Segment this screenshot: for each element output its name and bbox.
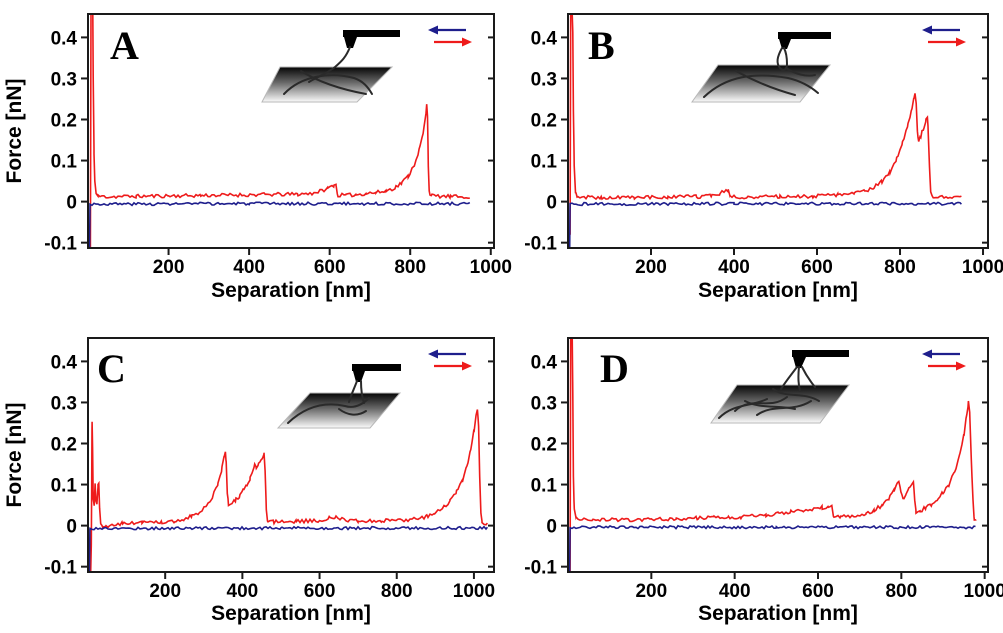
plot-frame — [87, 337, 495, 573]
x-tick-label: 200 — [149, 581, 181, 602]
y-axis-title-row1: Force [nN] — [3, 78, 26, 184]
plot-frame — [567, 13, 989, 249]
y-tick-label: 0 — [546, 193, 557, 214]
y-axis-title-row2: Force [nN] — [3, 402, 26, 508]
panel-C-group: 200 400 600 800 1000 -0.1 0 0.1 0.2 0.3 0.4 — [44, 337, 495, 602]
y-tick-label: 0.1 — [531, 476, 558, 497]
x-tick-label: 400 — [719, 581, 751, 602]
x-tick-label: 400 — [227, 581, 259, 602]
y-tick-label: -0.1 — [44, 234, 77, 255]
y-tick-label: -0.1 — [524, 558, 557, 579]
plot-area — [568, 14, 988, 248]
panel-B-group: 200 400 600 800 1000 -0.1 0 0.1 0.2 0.3 0.4 — [524, 13, 1003, 278]
retract-curve — [89, 14, 470, 248]
y-tick-label: 0.4 — [531, 352, 558, 373]
x-tick-label: 200 — [635, 581, 667, 602]
x-tick-label: 600 — [802, 581, 834, 602]
y-tick-label: 0.4 — [51, 352, 78, 373]
y-tick-label: 0 — [66, 193, 77, 214]
retract-curve — [569, 338, 977, 572]
afm-tip-surface-inset-icon — [261, 30, 400, 103]
legend — [922, 349, 966, 371]
x-tick-label: 800 — [884, 257, 916, 278]
plot-area — [88, 338, 494, 572]
y-tick-label: -0.1 — [524, 234, 557, 255]
retract-curve — [89, 409, 489, 572]
x-tick-label: 800 — [885, 581, 917, 602]
plot-frame — [87, 13, 495, 249]
y-tick-label: 0 — [66, 517, 77, 538]
x-axis-title-c: Separation [nm] — [211, 602, 371, 625]
x-tick-label: 1000 — [453, 581, 495, 602]
plot-area — [88, 14, 494, 248]
x-axis-title-a: Separation [nm] — [211, 279, 371, 302]
y-tick-label: 0.1 — [531, 152, 558, 173]
y-tick-label: 0.2 — [51, 435, 77, 456]
y-tick-label: 0.3 — [51, 393, 77, 414]
y-tick-label: 0.4 — [51, 28, 78, 49]
plot-frame — [567, 337, 989, 573]
x-tick-label: 600 — [304, 581, 336, 602]
approach-curve — [568, 524, 976, 572]
x-axis-title-d: Separation [nm] — [698, 602, 858, 625]
x-tick-label: 800 — [394, 257, 426, 278]
x-axis-title-b: Separation [nm] — [698, 279, 858, 302]
legend — [428, 349, 472, 371]
approach-curve — [88, 525, 489, 572]
x-tick-label: 600 — [801, 257, 833, 278]
x-tick-label: 400 — [233, 257, 265, 278]
y-tick-label: 0.2 — [51, 111, 77, 132]
panel-D-group: 200 400 600 800 1000 -0.1 0 0.1 0.2 0.3 0.4 — [524, 337, 1003, 602]
x-tick-label: 1000 — [964, 581, 1003, 602]
y-tick-label: 0.1 — [51, 476, 78, 497]
retract-curve — [569, 14, 962, 235]
panel-A-group: 200 400 600 800 1000 -0.1 0 0.1 0.2 0.3 0.4 — [44, 13, 512, 278]
y-tick-label: 0.3 — [51, 69, 77, 90]
panel-label-c: C — [97, 346, 126, 391]
y-tick-label: 0.4 — [531, 28, 558, 49]
afm-tip-surface-inset-icon — [710, 350, 851, 424]
x-tick-label: 400 — [718, 257, 750, 278]
afm-tip-surface-inset-icon — [276, 364, 402, 429]
y-tick-label: 0.2 — [531, 435, 557, 456]
x-tick-label: 200 — [635, 257, 667, 278]
panel-label-d: D — [600, 346, 629, 391]
approach-curve — [88, 201, 471, 248]
x-tick-label: 1000 — [470, 257, 512, 278]
afm-tip-surface-inset-icon — [691, 32, 832, 103]
y-tick-label: 0.2 — [531, 111, 557, 132]
x-tick-label: 600 — [314, 257, 346, 278]
y-tick-label: -0.1 — [44, 558, 77, 579]
approach-curve — [568, 201, 962, 248]
y-tick-label: 0.1 — [51, 152, 78, 173]
legend — [922, 25, 966, 47]
plot-area — [568, 338, 988, 572]
panel-label-a: A — [110, 23, 139, 68]
y-tick-label: 0.3 — [531, 69, 557, 90]
y-tick-label: 0.3 — [531, 393, 557, 414]
x-tick-label: 1000 — [962, 257, 1003, 278]
x-tick-label: 800 — [381, 581, 413, 602]
legend — [428, 25, 472, 47]
y-tick-label: 0 — [546, 517, 557, 538]
panel-label-b: B — [588, 23, 615, 68]
x-tick-label: 200 — [153, 257, 185, 278]
